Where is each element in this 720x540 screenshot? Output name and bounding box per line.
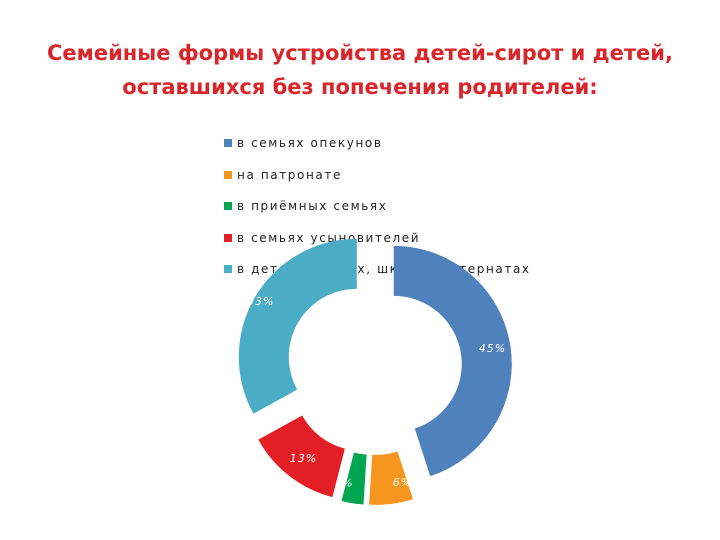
title-line-2: оставшихся без попечения родителей: [122, 75, 598, 99]
slice-patronage [369, 451, 413, 505]
title-line-1: Семейные формы устройства детей-сирот и … [47, 41, 673, 65]
legend-swatch [224, 202, 232, 210]
legend-label: в семьях усыновителей [237, 230, 421, 245]
slice-foster [341, 452, 367, 505]
legend-swatch [224, 170, 232, 179]
page-title: Семейные формы устройства детей-сирот и … [0, 36, 720, 104]
legend-label: в приёмных семьях [237, 199, 388, 213]
slice-orphanages [238, 238, 357, 414]
legend-item-guardians: в семьях опекунов [224, 136, 531, 168]
legend-item-adoptive: в семьях усыновителей [224, 231, 531, 263]
data-label: 33% [247, 295, 274, 308]
legend-label: на патронате [237, 167, 342, 182]
slice-guardians [393, 245, 512, 477]
legend-swatch [224, 139, 232, 147]
legend-item-patronage: на патронате [224, 168, 531, 200]
legend-swatch [224, 265, 232, 273]
legend-label: в семьях опекунов [237, 136, 383, 150]
legend-item-foster: в приёмных семьях [224, 199, 531, 231]
slice-adoptive [258, 415, 345, 498]
data-label: 45% [479, 342, 506, 355]
data-label: 13% [290, 452, 317, 465]
legend-swatch [224, 233, 232, 242]
data-label: 6% [393, 476, 412, 489]
data-label: 3% [334, 477, 353, 490]
